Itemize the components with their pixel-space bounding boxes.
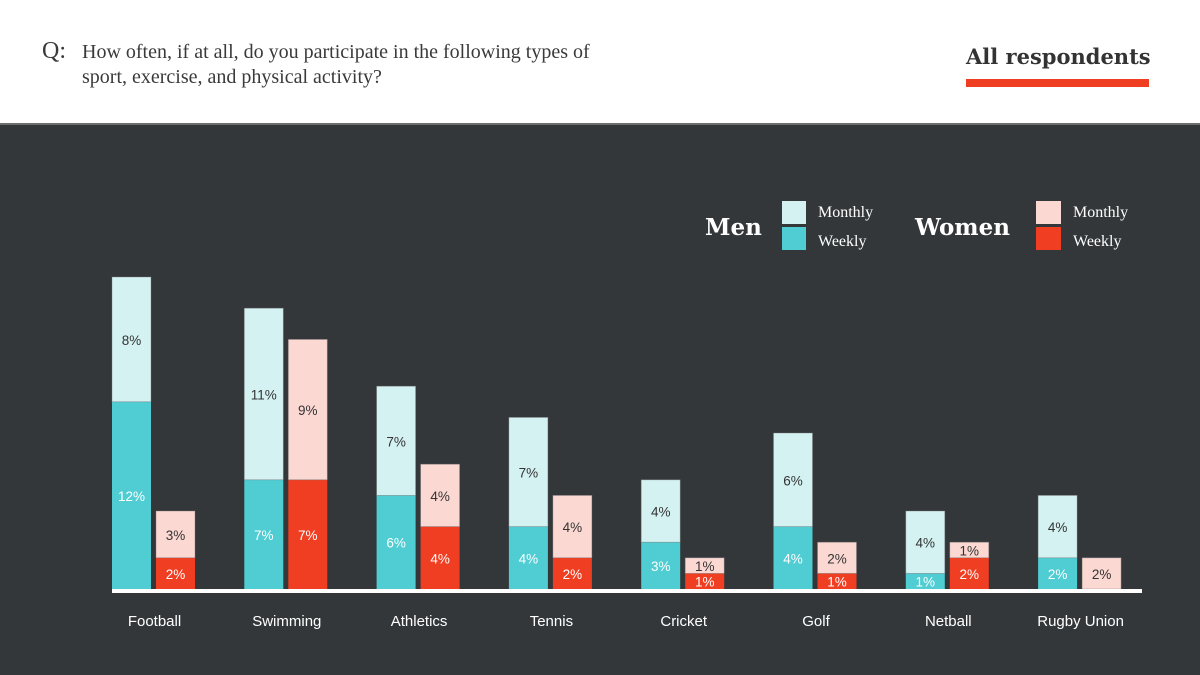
category-label-swimming: Swimming [252, 613, 321, 630]
category-label-golf: Golf [802, 613, 830, 630]
bar-label-golf-women-monthly: 2% [827, 551, 847, 566]
header: Q: How often, if at all, do you particip… [0, 0, 1200, 123]
category-label-rugby-union: Rugby Union [1037, 613, 1124, 630]
bar-label-netball-men-weekly: 1% [916, 575, 936, 590]
x-axis-baseline [112, 589, 1142, 593]
category-labels: Football Swimming Athletics Tennis Cricket Go… [128, 613, 1124, 630]
legend-label-men-weekly: Weekly [818, 233, 866, 250]
bar-golf-men-weekly [773, 526, 813, 589]
legend-label-women-weekly: Weekly [1073, 233, 1121, 250]
question-text: How often, if at all, do you participate… [82, 41, 590, 88]
bar-label-cricket-women-monthly: 1% [695, 559, 715, 574]
bar-cricket-men-monthly [640, 479, 681, 543]
bar-athletics-men-weekly [376, 495, 416, 589]
audience-title: All respondents [966, 44, 1151, 69]
bar-swimming-women-monthly [287, 338, 328, 481]
bar-swimming-men-weekly [244, 479, 284, 589]
bar-label-rugby-union-women-monthly: 2% [1092, 567, 1112, 582]
audience-underline [966, 79, 1149, 87]
bar-label-golf-men-weekly: 4% [783, 551, 803, 566]
bar-football-women-weekly [156, 557, 195, 589]
bar-tennis-women-monthly [552, 494, 593, 559]
bar-label-cricket-men-weekly: 3% [651, 559, 671, 574]
chart-panel [0, 123, 1200, 675]
bar-tennis-men-weekly [508, 526, 548, 589]
bar-label-tennis-women-monthly: 4% [563, 520, 583, 535]
bar-cricket-women-monthly [684, 557, 725, 574]
bar-label-football-men-monthly: 8% [122, 333, 142, 348]
legend-title-men: Men [705, 214, 762, 241]
bar-netball-men-weekly [905, 573, 945, 589]
bar-rugby-union-men-weekly [1038, 557, 1078, 589]
bars [111, 276, 1122, 590]
category-label-tennis: Tennis [530, 613, 573, 630]
bar-swimming-women-weekly [288, 479, 328, 589]
bar-label-rugby-union-men-monthly: 4% [1048, 520, 1068, 535]
bar-rugby-union-men-monthly [1037, 494, 1078, 559]
bar-label-football-men-weekly: 12% [118, 489, 145, 504]
bar-netball-women-monthly [949, 541, 990, 559]
category-label-athletics: Athletics [391, 613, 448, 630]
legend-swatch-men-weekly [782, 227, 806, 250]
bar-label-athletics-women-monthly: 4% [430, 489, 450, 504]
bar-athletics-men-monthly [376, 385, 417, 496]
bar-tennis-men-monthly [508, 416, 549, 527]
bar-label-football-women-monthly: 3% [166, 528, 186, 543]
bar-label-cricket-men-monthly: 4% [651, 505, 671, 520]
bar-label-golf-women-weekly: 1% [827, 575, 847, 590]
legend: Men Monthly Weekly Women Monthly Weekly [705, 201, 1128, 250]
bar-label-tennis-men-weekly: 4% [519, 551, 539, 566]
bar-football-men-monthly [111, 276, 152, 403]
bar-label-swimming-women-monthly: 9% [298, 403, 318, 418]
bar-label-rugby-union-men-weekly: 2% [1048, 567, 1068, 582]
question-prefix: Q: [42, 38, 66, 64]
bar-label-tennis-men-monthly: 7% [519, 466, 539, 481]
bar-label-tennis-women-weekly: 2% [563, 567, 583, 582]
bar-golf-women-monthly [817, 541, 857, 574]
bar-label-netball-men-monthly: 4% [916, 536, 936, 551]
bar-label-swimming-men-monthly: 11% [251, 388, 277, 403]
legend-swatch-women-weekly [1036, 227, 1061, 250]
bar-cricket-men-weekly [641, 542, 681, 589]
bar-label-athletics-men-weekly: 6% [386, 536, 406, 551]
bar-label-football-women-weekly: 2% [166, 567, 186, 582]
bar-athletics-women-weekly [420, 526, 460, 589]
bar-athletics-women-monthly [420, 463, 461, 528]
bar-label-cricket-women-weekly: 1% [695, 575, 715, 590]
bar-golf-men-monthly [773, 432, 813, 527]
bar-swimming-men-monthly [243, 307, 284, 481]
category-label-cricket: Cricket [660, 613, 708, 630]
bar-label-swimming-women-weekly: 7% [298, 528, 318, 543]
legend-swatch-women-monthly [1036, 201, 1061, 224]
bar-label-netball-women-weekly: 2% [960, 567, 980, 582]
bar-label-golf-men-monthly: 6% [783, 473, 803, 488]
bar-tennis-women-weekly [552, 557, 592, 589]
bar-football-men-weekly [112, 401, 151, 589]
bar-golf-women-weekly [817, 573, 857, 589]
bar-label-athletics-men-monthly: 7% [386, 434, 406, 449]
bar-cricket-women-weekly [685, 573, 725, 589]
legend-swatch-men-monthly [782, 201, 806, 224]
category-label-netball: Netball [925, 613, 972, 630]
bar-label-swimming-men-weekly: 7% [254, 528, 274, 543]
legend-label-women-monthly: Monthly [1073, 204, 1128, 221]
bar-labels: 12% 8% 2% 3% 7% 11% 7% 9% 6% 7% 4% 4% 4% 7% 2% 4% 3% 4% 1%… [118, 333, 1111, 590]
bar-label-netball-women-monthly: 1% [960, 544, 980, 559]
legend-label-men-monthly: Monthly [818, 204, 873, 221]
bar-label-athletics-women-weekly: 4% [430, 551, 450, 566]
legend-title-women: Women [914, 214, 1010, 241]
bar-netball-women-weekly [949, 557, 989, 589]
bar-netball-men-monthly [905, 510, 946, 574]
bar-football-women-monthly [155, 510, 196, 559]
category-label-football: Football [128, 613, 181, 630]
